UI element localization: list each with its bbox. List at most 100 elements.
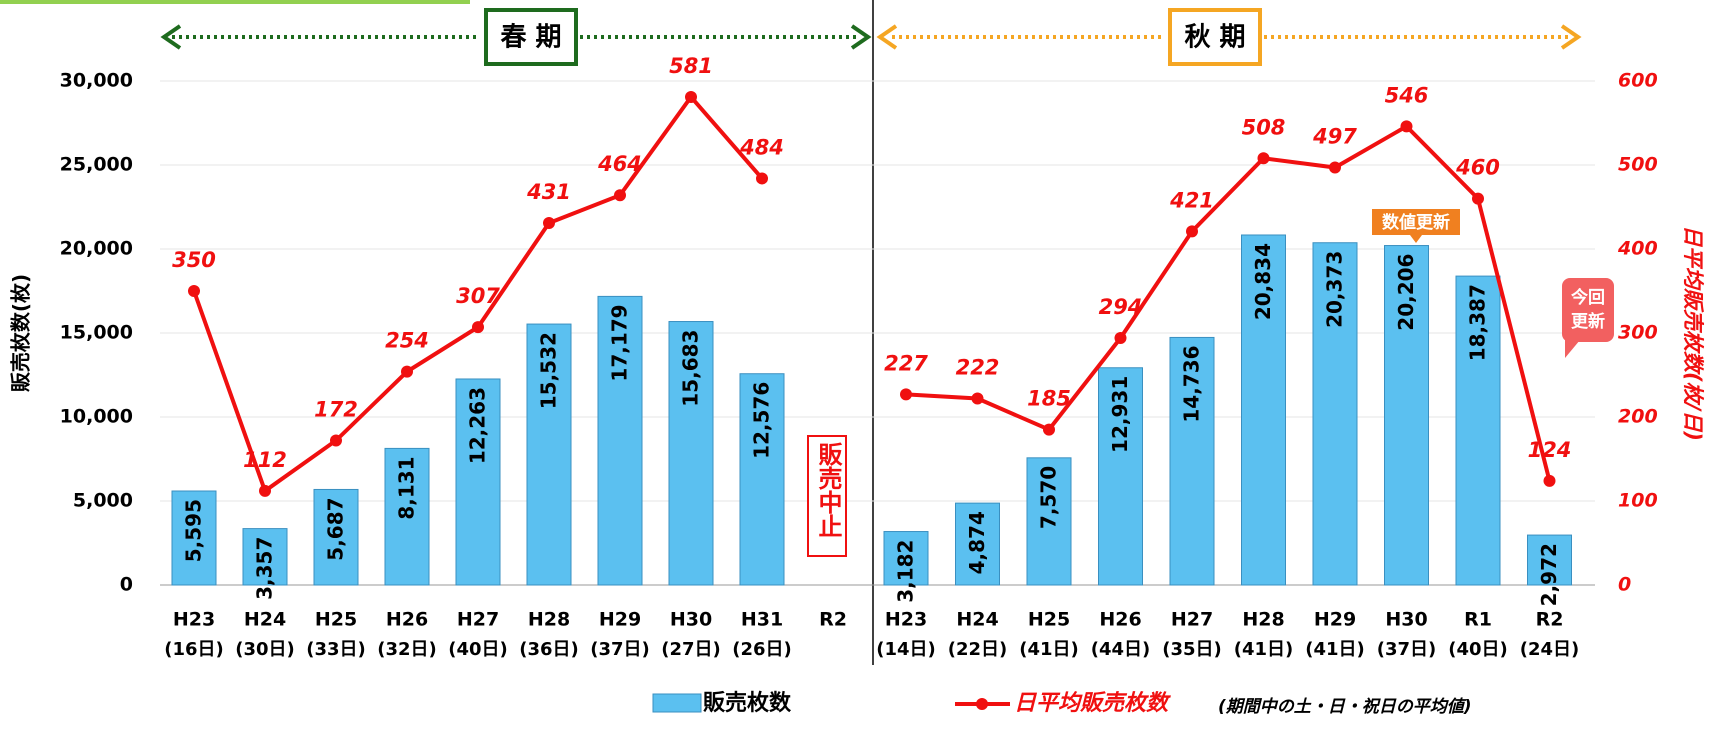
bar-value-label: 7,570 [1037, 466, 1061, 529]
bar-value-label: 4,874 [965, 511, 989, 574]
bar [171, 490, 217, 586]
legend-swatch [976, 698, 988, 710]
x-tick-sublabel: (44日) [1091, 639, 1151, 660]
update-box [1372, 209, 1460, 235]
x-tick-sublabel: (16日) [164, 639, 224, 660]
y2-tick-label: 0 [1618, 574, 1631, 596]
bar [1026, 457, 1072, 586]
x-tick-label: H29 [599, 609, 641, 631]
line-point [1400, 120, 1413, 133]
bar [883, 531, 929, 586]
bar [242, 528, 288, 586]
bar-value-label: 3,182 [894, 540, 918, 603]
line-point [1186, 225, 1198, 238]
line-value-label: 508 [1242, 115, 1286, 139]
bar [1098, 367, 1143, 586]
corner-bar [0, 0, 470, 4]
bar [1241, 234, 1286, 586]
line-point [472, 321, 484, 334]
arrow-head [876, 24, 1582, 50]
line-point [614, 189, 626, 202]
legend-label: 日平均販売枚数 [1014, 691, 1171, 716]
x-tick-label: H31 [741, 609, 783, 631]
y2-tick-label: 300 [1618, 322, 1658, 344]
group-label: 秋 期 [1184, 23, 1245, 53]
line-point [900, 388, 912, 401]
legend-note: (期間中の土・日・祝日の平均値) [1218, 697, 1472, 717]
x-tick-label: H23 [885, 609, 927, 631]
x-tick-label: H29 [1314, 609, 1356, 631]
bar [455, 378, 501, 586]
x-tick-sublabel: (41日) [1234, 639, 1294, 660]
x-tick-sublabel: (40日) [448, 639, 508, 660]
legend-swatch [652, 693, 702, 713]
bar-value-label: 20,834 [1251, 243, 1275, 320]
bar [597, 295, 643, 586]
y-tick-label: 30,000 [60, 70, 133, 92]
x-tick-label: H26 [386, 609, 428, 631]
line-point [1043, 423, 1055, 436]
bar-value-label: 15,532 [537, 332, 561, 409]
line-value-label: 464 [597, 152, 642, 176]
x-tick-sublabel: (14日) [876, 639, 936, 660]
x-tick-sublabel: (33日) [306, 639, 366, 660]
line-value-label: 227 [884, 351, 928, 375]
bar-value-label: 17,179 [608, 304, 632, 381]
x-tick-sublabel: (41日) [1305, 639, 1365, 660]
x-tick-sublabel: (37日) [590, 639, 650, 660]
x-tick-sublabel: (36日) [519, 639, 579, 660]
bar [1455, 275, 1501, 586]
bar [1312, 242, 1358, 586]
y-tick-label: 25,000 [60, 154, 133, 176]
x-tick-sublabel: (27日) [661, 639, 721, 660]
x-tick-sublabel: (40日) [1448, 639, 1508, 660]
x-tick-sublabel: (35日) [1162, 639, 1222, 660]
bar [526, 323, 572, 586]
bar [1527, 534, 1572, 586]
line-point [259, 484, 271, 497]
x-tick-label: H27 [1171, 609, 1213, 631]
y-tick-label: 5,000 [73, 490, 133, 512]
line-value-label: 172 [314, 398, 358, 422]
bar [313, 488, 359, 586]
bar [739, 373, 785, 586]
latest-label: 更新 [1571, 311, 1605, 332]
line-value-label: 254 [385, 329, 429, 353]
line-point [1329, 161, 1341, 174]
bar-value-label: 12,576 [750, 382, 774, 459]
arrow-head [160, 24, 872, 50]
line-point [756, 172, 768, 185]
y2-tick-label: 400 [1617, 238, 1658, 260]
y-tick-label: 15,000 [60, 322, 133, 344]
x-tick-label: H27 [457, 609, 499, 631]
line-point [971, 392, 984, 405]
line-point [330, 434, 342, 447]
stop-box [807, 435, 847, 557]
x-tick-label: H25 [315, 609, 357, 631]
bar-value-label: 5,595 [182, 499, 206, 562]
bar [384, 447, 430, 586]
line-value-label: 307 [456, 284, 500, 308]
x-tick-label: H26 [1099, 609, 1141, 631]
line-value-label: 112 [243, 448, 287, 472]
line-point [1114, 332, 1127, 345]
update-pointer [1410, 235, 1422, 243]
line-value-label: 460 [1455, 156, 1500, 180]
line-value-label: 421 [1169, 188, 1214, 212]
bar [668, 321, 714, 586]
x-tick-label: H24 [956, 609, 998, 631]
line-point [1257, 152, 1270, 165]
y-tick-label: 10,000 [60, 406, 133, 428]
y2-tick-label: 500 [1618, 154, 1658, 176]
bar-value-label: 8,131 [395, 456, 419, 519]
bar-value-label: 20,373 [1323, 251, 1347, 328]
line-value-label: 431 [526, 180, 571, 204]
line-point [1472, 192, 1484, 205]
bar-value-label: 3,357 [253, 537, 277, 600]
line-value-label: 222 [956, 356, 1000, 380]
update-label: 数値更新 [1382, 212, 1450, 233]
bar [1169, 336, 1215, 586]
y2-axis-title: 日平均販売枚数(枚/日) [1681, 225, 1705, 441]
bar-value-label: 15,683 [679, 330, 703, 407]
x-tick-label: R1 [1464, 609, 1492, 631]
